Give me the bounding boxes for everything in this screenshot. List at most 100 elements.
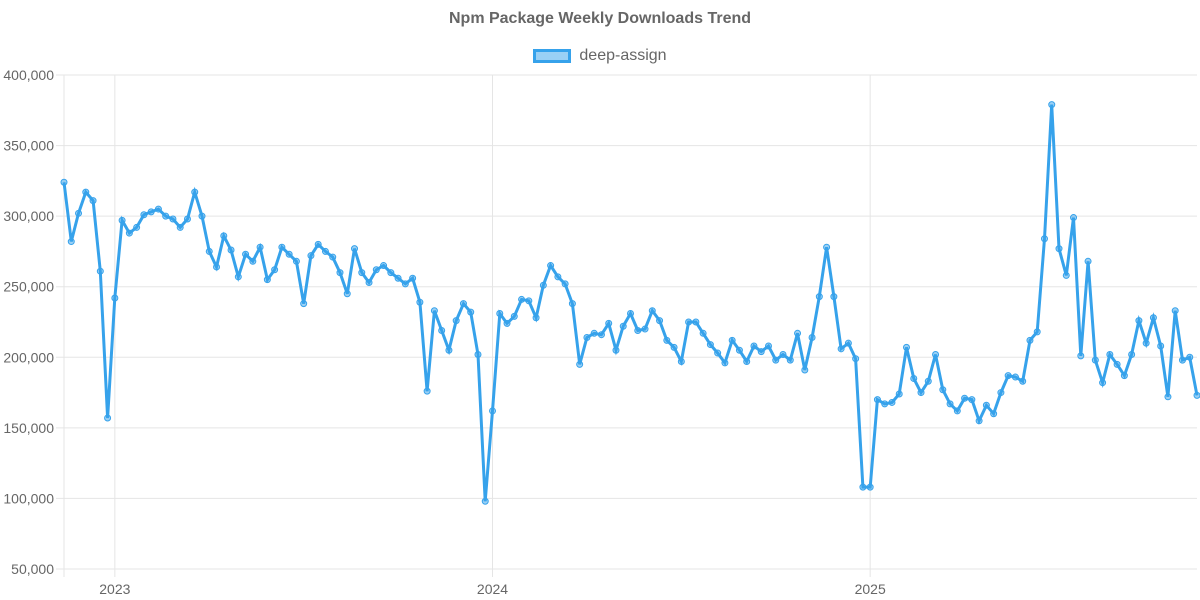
data-point[interactable]: [583, 334, 591, 342]
data-point[interactable]: [641, 325, 649, 333]
data-point[interactable]: [721, 359, 729, 367]
data-point[interactable]: [496, 310, 504, 318]
data-point[interactable]: [1033, 328, 1041, 336]
data-point[interactable]: [663, 336, 671, 344]
data-point[interactable]: [815, 293, 823, 301]
data-point[interactable]: [111, 294, 119, 302]
data-point[interactable]: [728, 336, 736, 344]
data-point[interactable]: [292, 257, 300, 265]
data-point[interactable]: [256, 243, 264, 251]
data-point[interactable]: [104, 414, 112, 422]
data-point[interactable]: [263, 276, 271, 284]
data-point[interactable]: [612, 346, 620, 354]
data-point[interactable]: [285, 250, 293, 258]
data-point[interactable]: [532, 314, 540, 322]
data-point[interactable]: [852, 355, 860, 363]
data-point[interactable]: [1070, 214, 1078, 222]
data-point[interactable]: [423, 387, 431, 395]
data-point[interactable]: [786, 356, 794, 364]
data-point[interactable]: [699, 329, 707, 337]
data-point[interactable]: [830, 293, 838, 301]
data-point[interactable]: [459, 300, 467, 308]
data-point[interactable]: [961, 394, 969, 402]
data-point[interactable]: [859, 483, 867, 491]
data-point[interactable]: [249, 257, 257, 265]
data-point[interactable]: [147, 208, 155, 216]
data-point[interactable]: [445, 346, 453, 354]
data-point[interactable]: [1178, 356, 1186, 364]
data-point[interactable]: [677, 358, 685, 366]
data-point[interactable]: [409, 274, 417, 282]
data-point[interactable]: [89, 197, 97, 205]
data-point[interactable]: [990, 410, 998, 418]
data-point[interactable]: [467, 308, 475, 316]
data-point[interactable]: [910, 374, 918, 382]
data-point[interactable]: [452, 317, 460, 325]
data-point[interactable]: [438, 326, 446, 334]
data-point[interactable]: [1004, 372, 1012, 380]
data-point[interactable]: [670, 343, 678, 351]
data-point[interactable]: [1106, 350, 1114, 358]
data-point[interactable]: [314, 240, 322, 248]
data-point[interactable]: [873, 396, 881, 404]
data-point[interactable]: [1084, 257, 1092, 265]
data-point[interactable]: [191, 188, 199, 196]
data-point[interactable]: [380, 262, 388, 270]
data-point[interactable]: [510, 312, 518, 320]
data-point[interactable]: [242, 250, 250, 258]
data-point[interactable]: [416, 298, 424, 306]
data-point[interactable]: [503, 319, 511, 327]
data-point[interactable]: [154, 205, 162, 213]
data-point[interactable]: [518, 295, 526, 303]
data-point[interactable]: [205, 247, 213, 255]
data-point[interactable]: [881, 400, 889, 408]
data-point[interactable]: [597, 331, 605, 339]
data-point[interactable]: [321, 247, 329, 255]
data-point[interactable]: [358, 269, 366, 277]
data-point[interactable]: [162, 212, 170, 220]
data-point[interactable]: [764, 342, 772, 350]
data-point[interactable]: [932, 350, 940, 358]
data-point[interactable]: [1011, 373, 1019, 381]
data-point[interactable]: [619, 322, 627, 330]
data-point[interactable]: [351, 245, 359, 253]
data-point[interactable]: [1128, 350, 1136, 358]
data-point[interactable]: [525, 297, 533, 305]
data-point[interactable]: [343, 290, 351, 298]
data-point[interactable]: [481, 497, 489, 505]
data-point[interactable]: [735, 346, 743, 354]
data-point[interactable]: [801, 366, 809, 374]
data-point[interactable]: [1099, 379, 1107, 387]
data-point[interactable]: [844, 339, 852, 347]
data-point[interactable]: [1062, 271, 1070, 279]
data-point[interactable]: [430, 307, 438, 315]
data-point[interactable]: [1113, 360, 1121, 368]
data-point[interactable]: [837, 345, 845, 353]
data-point[interactable]: [982, 401, 990, 409]
data-point[interactable]: [1048, 101, 1056, 109]
data-point[interactable]: [169, 215, 177, 223]
data-point[interactable]: [489, 407, 497, 415]
data-point[interactable]: [213, 263, 221, 271]
data-point[interactable]: [1135, 317, 1143, 325]
data-point[interactable]: [1164, 393, 1172, 401]
data-point[interactable]: [895, 390, 903, 398]
data-point[interactable]: [1157, 342, 1165, 350]
data-point[interactable]: [1193, 391, 1200, 399]
data-point[interactable]: [1120, 372, 1128, 380]
data-point[interactable]: [278, 243, 286, 251]
data-point[interactable]: [917, 389, 925, 397]
data-point[interactable]: [96, 267, 104, 275]
data-point[interactable]: [692, 318, 700, 326]
data-point[interactable]: [1091, 356, 1099, 364]
data-point[interactable]: [750, 342, 758, 350]
data-point[interactable]: [539, 281, 547, 289]
data-point[interactable]: [656, 317, 664, 325]
data-point[interactable]: [329, 253, 337, 261]
data-point[interactable]: [307, 252, 315, 260]
data-point[interactable]: [808, 334, 816, 342]
data-point[interactable]: [1142, 339, 1150, 347]
data-point[interactable]: [300, 300, 308, 308]
data-point[interactable]: [685, 318, 693, 326]
data-point[interactable]: [387, 269, 395, 277]
